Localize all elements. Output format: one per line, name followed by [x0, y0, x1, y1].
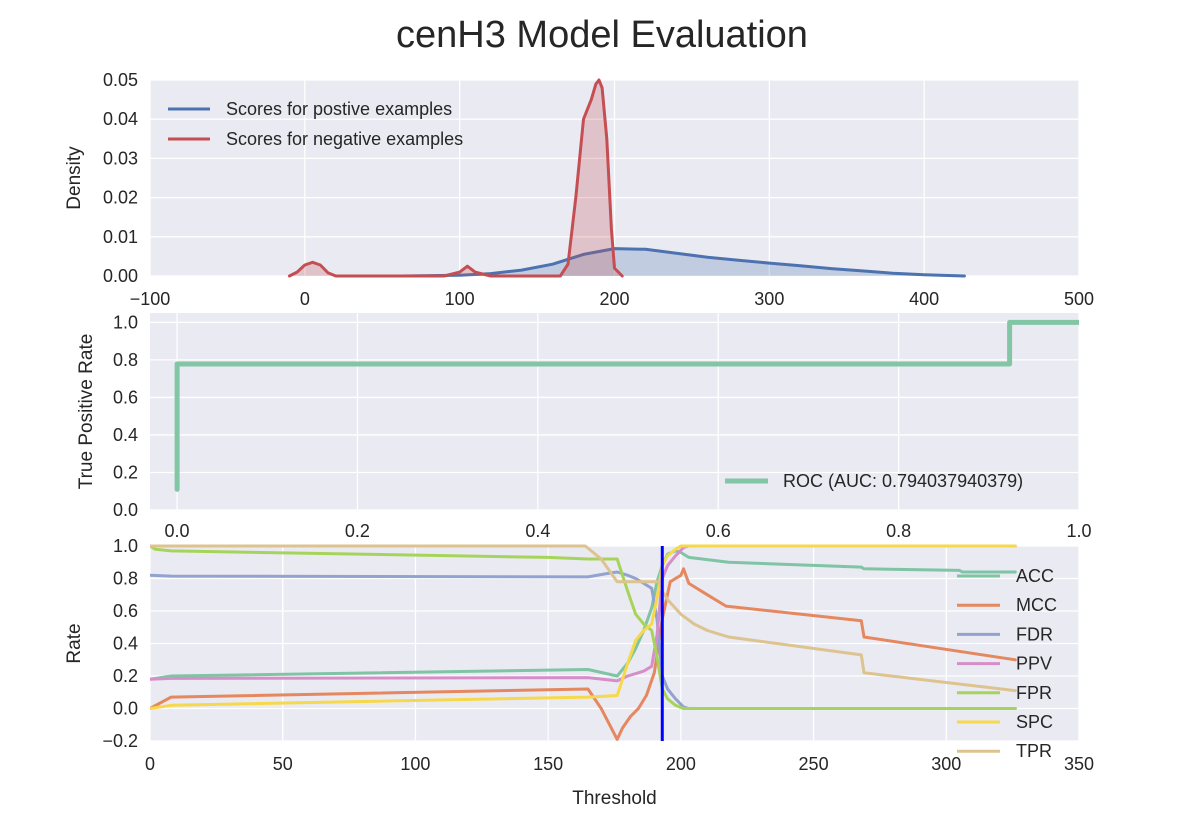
series-group [287, 78, 966, 278]
x-tick-label: 300 [754, 289, 784, 309]
series-fill-scores-for-negative-examples [289, 80, 623, 276]
y-tick-label: 0.4 [113, 634, 138, 654]
legend-label: ACC [1016, 566, 1054, 586]
y-tick-label: 0.01 [103, 227, 138, 247]
x-tick-label: 0.8 [886, 521, 911, 541]
series-group [174, 319, 1079, 492]
x-axis-label: Threshold [572, 788, 657, 809]
series-group [150, 544, 1017, 741]
x-tick-label: 300 [931, 754, 961, 774]
legend-label: TPR [1016, 741, 1052, 761]
y-tick-label: 1.0 [113, 536, 138, 556]
y-tick-label: 0.2 [113, 666, 138, 686]
y-tick-label: 0.03 [103, 148, 138, 168]
y-tick-label: 0.0 [113, 699, 138, 719]
y-tick-label: −0.2 [102, 731, 138, 751]
y-tick-label: 0.04 [103, 109, 138, 129]
x-tick-label: 100 [400, 754, 430, 774]
y-tick-label: 0.2 [113, 462, 138, 482]
x-tick-label: 200 [666, 754, 696, 774]
series-line-roc-auc-0-794037940379- [174, 319, 1079, 492]
x-tick-label: 200 [599, 289, 629, 309]
y-tick-label: 0.0 [113, 500, 138, 520]
series-line-fdr [150, 570, 1017, 710]
roc-panel: 0.0 0.2 0.4 0.6 0.8 1.0 0.0 0.2 0.4 0.6 0.8 1.0 True… [76, 312, 1092, 541]
legend-label: SPC [1016, 712, 1053, 732]
x-tick-label: 150 [533, 754, 563, 774]
figure-title: cenH3 Model Evaluation [396, 14, 808, 56]
rate-panel: 0 50 100 150 200 250 300 350 −0.2 0.0 0.2 0.4 0.6 0.8… [64, 536, 1094, 809]
legend-label: FPR [1016, 683, 1052, 703]
density-panel: −100 0 100 200 300 400 500 0.00 0.01 0.02 0.03 0.04… [64, 70, 1094, 309]
legend-label: Scores for postive examples [226, 99, 452, 119]
y-tick-label: 0.00 [103, 266, 138, 286]
x-tick-label: 50 [273, 754, 293, 774]
x-tick-label: 350 [1064, 754, 1094, 774]
series-line-scores-for-postive-examples [399, 247, 966, 278]
x-tick-label: 250 [799, 754, 829, 774]
x-tick-label: 0.0 [165, 521, 190, 541]
legend-label: Scores for negative examples [226, 129, 463, 149]
y-axis-label: Rate [64, 623, 85, 663]
x-tick-label: 0 [145, 754, 155, 774]
y-tick-label: 0.8 [113, 569, 138, 589]
y-tick-label: 0.05 [103, 70, 138, 90]
x-tick-label: 0.4 [525, 521, 550, 541]
x-tick-label: 0 [300, 289, 310, 309]
plot-area [150, 313, 1079, 510]
y-tick-label: 0.8 [113, 350, 138, 370]
legend-label: FDR [1016, 624, 1053, 644]
y-tick-label: 0.02 [103, 188, 138, 208]
y-tick-label: 0.6 [113, 387, 138, 407]
y-tick-label: 0.4 [113, 425, 138, 445]
legend-label: PPV [1016, 654, 1052, 674]
x-tick-label: 0.2 [345, 521, 370, 541]
y-tick-label: 1.0 [113, 312, 138, 332]
y-axis-label: True Positive Rate [76, 334, 97, 490]
series-line-spc [150, 544, 1017, 710]
x-tick-label: 400 [909, 289, 939, 309]
x-tick-label: 100 [445, 289, 475, 309]
x-tick-label: 0.6 [706, 521, 731, 541]
x-tick-label: 500 [1064, 289, 1094, 309]
legend-label: MCC [1016, 595, 1057, 615]
x-tick-label: 1.0 [1066, 521, 1091, 541]
x-tick-label: −100 [130, 289, 171, 309]
legend-label: ROC (AUC: 0.794037940379) [783, 471, 1023, 491]
series-line-fpr [150, 544, 1017, 710]
series-line-tpr [150, 544, 1017, 693]
series-line-scores-for-negative-examples [287, 78, 624, 278]
y-tick-label: 0.6 [113, 601, 138, 621]
y-axis-label: Density [64, 146, 85, 210]
